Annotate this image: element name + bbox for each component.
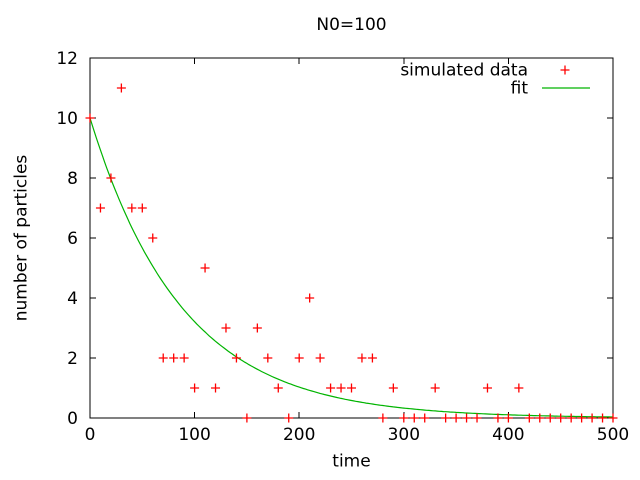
- data-point-marker: [284, 413, 294, 423]
- data-point-marker: [608, 413, 618, 423]
- x-tick-label: 0: [85, 425, 96, 445]
- data-point-marker: [305, 293, 315, 303]
- data-point-marker: [556, 413, 566, 423]
- data-point-marker: [347, 383, 356, 393]
- data-point-marker: [190, 383, 200, 393]
- y-tick-label: 8: [67, 169, 78, 189]
- y-tick-label: 0: [67, 409, 78, 429]
- data-point-marker: [158, 353, 168, 363]
- data-point-marker: [535, 413, 545, 423]
- data-point-marker: [503, 413, 513, 423]
- data-point-marker: [493, 413, 503, 423]
- data-point-marker: [273, 383, 283, 393]
- data-point-marker: [357, 353, 367, 363]
- legend-label-simulated-data: simulated data: [400, 60, 528, 81]
- data-point-marker: [326, 383, 336, 393]
- data-point-marker: [545, 413, 555, 423]
- data-point-marker: [169, 353, 179, 363]
- x-tick-label: 300: [388, 425, 420, 445]
- chart-title: N0=100: [316, 15, 387, 35]
- data-point-marker: [598, 413, 608, 423]
- y-tick-label: 6: [67, 229, 78, 249]
- fit-curve: [89, 117, 613, 418]
- data-point-marker: [85, 113, 95, 123]
- y-tick-label: 4: [67, 289, 78, 309]
- data-point-marker: [137, 203, 147, 213]
- y-axis-label: number of particles: [11, 154, 32, 322]
- data-point-marker: [420, 413, 430, 423]
- data-point-marker: [430, 383, 440, 393]
- data-point-marker: [127, 203, 137, 213]
- data-point-marker: [441, 413, 451, 423]
- x-tick-label: 400: [492, 425, 524, 445]
- data-point-marker: [482, 383, 492, 393]
- data-point-marker: [294, 353, 304, 363]
- y-tick-label: 10: [56, 109, 78, 129]
- data-point-marker: [179, 353, 189, 363]
- legend-label-fit: fit: [510, 78, 528, 99]
- x-tick-label: 100: [178, 425, 210, 445]
- data-point-marker: [116, 83, 126, 93]
- data-point-marker: [263, 353, 273, 363]
- data-point-marker: [524, 413, 534, 423]
- data-point-marker: [106, 173, 116, 183]
- data-point-marker: [587, 413, 597, 423]
- data-point-marker: [388, 383, 398, 393]
- data-point-marker: [231, 353, 241, 363]
- data-point-marker: [200, 263, 210, 273]
- data-point-marker: [242, 413, 252, 423]
- data-point-marker: [566, 413, 576, 423]
- data-point-marker: [514, 383, 524, 393]
- plot-frame: [89, 57, 614, 419]
- data-point-marker: [367, 353, 377, 363]
- x-axis-label: time: [332, 451, 371, 472]
- x-tick-label: 500: [597, 425, 629, 445]
- data-point-marker: [95, 203, 105, 213]
- data-point-marker: [472, 413, 482, 423]
- data-point-marker: [451, 413, 461, 423]
- data-point-marker: [148, 233, 158, 243]
- data-point-marker: [211, 383, 221, 393]
- y-tick-label: 2: [67, 349, 78, 369]
- data-point-marker: [378, 413, 388, 423]
- x-tick-label: 200: [283, 425, 315, 445]
- data-point-marker: [462, 413, 472, 423]
- legend-sample-plus-marker: [560, 65, 570, 75]
- data-point-marker: [221, 323, 231, 333]
- data-point-marker: [315, 353, 325, 363]
- data-point-marker: [336, 383, 346, 393]
- data-point-marker: [252, 323, 262, 333]
- data-point-marker: [399, 413, 409, 423]
- data-point-marker: [577, 413, 587, 423]
- data-point-marker: [409, 413, 419, 423]
- y-tick-label: 12: [56, 49, 78, 69]
